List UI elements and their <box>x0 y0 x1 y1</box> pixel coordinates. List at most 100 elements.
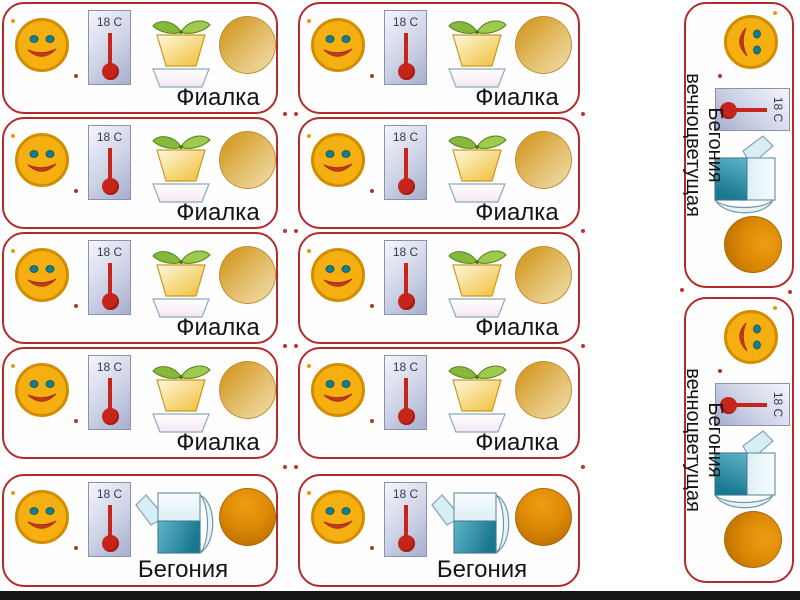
plant-name-label: Фиалка <box>176 429 260 456</box>
smiley-face-icon <box>307 246 374 308</box>
thermometer-icon: 18 C <box>384 240 427 315</box>
plant-name-label: Фиалка <box>176 199 260 226</box>
stray-speck <box>773 11 777 15</box>
thermometer-icon: 18 C <box>715 383 790 426</box>
flower-color-circle-icon <box>219 361 276 419</box>
stray-speck <box>370 546 374 550</box>
thermometer-tube <box>108 148 112 184</box>
decor-dot <box>788 290 792 294</box>
smiley-face-icon <box>11 488 78 550</box>
thermometer-tube <box>108 33 112 69</box>
thermometer-icon: 18 C <box>88 355 131 430</box>
decor-dot <box>294 465 298 469</box>
stray-speck <box>74 546 78 550</box>
temperature-label: 18 C <box>96 130 123 144</box>
temperature-label: 18 C <box>771 391 785 418</box>
thermometer-tube <box>108 263 112 299</box>
plant-name-label: Бегония <box>704 402 726 478</box>
plant-care-card-violet[interactable]: 18 C Фиалка <box>298 2 580 114</box>
flower-color-circle-icon <box>219 246 276 304</box>
thermometer-bulb <box>102 535 119 552</box>
plant-care-card-begonia-vertical[interactable]: 18 C Бегония вечноцветущая <box>682 297 794 583</box>
plant-care-card-violet[interactable]: 18 C Фиалка <box>2 347 278 459</box>
flower-color-circle-icon <box>515 488 572 546</box>
stray-speck <box>11 134 15 138</box>
flower-pot-icon <box>144 16 218 95</box>
temperature-label: 18 C <box>392 487 419 501</box>
thermometer-bulb <box>102 293 119 310</box>
plant-care-card-violet[interactable]: 18 C Фиалка <box>2 117 278 229</box>
thermometer-bulb <box>398 293 415 310</box>
flower-color-circle-icon <box>515 16 572 74</box>
stray-speck <box>11 364 15 368</box>
flower-pot-icon <box>440 361 514 440</box>
temperature-label: 18 C <box>96 15 123 29</box>
flower-color-circle-icon <box>724 511 782 568</box>
thermometer-icon: 18 C <box>88 10 131 85</box>
thermometer-icon: 18 C <box>384 482 427 557</box>
stray-speck <box>370 189 374 193</box>
plant-care-card-violet[interactable]: 18 C Фиалка <box>2 2 278 114</box>
smiley-face-icon <box>718 306 780 373</box>
plant-care-card-violet[interactable]: 18 C Фиалка <box>298 117 580 229</box>
plant-name-label-line2: вечноцветущая <box>682 368 704 512</box>
smiley-face-icon <box>11 16 78 78</box>
stray-speck <box>307 19 311 23</box>
thermometer-tube <box>404 263 408 299</box>
plant-name-label: Фиалка <box>176 314 260 341</box>
flower-pot-icon <box>144 131 218 210</box>
flower-pot-icon <box>144 361 218 440</box>
thermometer-icon: 18 C <box>88 240 131 315</box>
stray-speck <box>370 74 374 78</box>
plant-name-label-line2: вечноцветущая <box>682 73 704 217</box>
decor-dot <box>294 344 298 348</box>
smiley-face-icon <box>11 131 78 193</box>
thermometer-tube <box>404 505 408 541</box>
stray-speck <box>307 491 311 495</box>
stray-speck <box>11 249 15 253</box>
decor-dot <box>283 112 287 116</box>
stray-speck <box>74 419 78 423</box>
temperature-label: 18 C <box>96 360 123 374</box>
plant-care-card-begonia-vertical[interactable]: 18 C Бегония вечноцветущая <box>682 2 794 288</box>
temperature-label: 18 C <box>392 360 419 374</box>
plant-care-card-begonia[interactable]: 18 C Бегония <box>298 474 580 587</box>
smiley-face-icon <box>718 11 780 78</box>
stray-speck <box>307 134 311 138</box>
plant-name-label: Фиалка <box>475 199 559 226</box>
plant-care-card-violet[interactable]: 18 C Фиалка <box>2 232 278 344</box>
thermometer-tube <box>404 33 408 69</box>
thermometer-bulb <box>398 178 415 195</box>
thermometer-icon: 18 C <box>88 482 131 557</box>
thermometer-icon: 18 C <box>88 125 131 200</box>
thermometer-tube <box>404 378 408 414</box>
stray-speck <box>307 249 311 253</box>
decor-dot <box>294 229 298 233</box>
flower-color-circle-icon <box>724 216 782 273</box>
smiley-face-icon <box>307 361 374 423</box>
stray-speck <box>74 189 78 193</box>
stray-speck <box>74 74 78 78</box>
temperature-label: 18 C <box>392 245 419 259</box>
stray-speck <box>11 491 15 495</box>
stray-speck <box>370 419 374 423</box>
stray-speck <box>74 304 78 308</box>
temperature-label: 18 C <box>771 96 785 123</box>
flower-pot-icon <box>144 246 218 325</box>
stray-speck <box>370 304 374 308</box>
thermometer-bulb <box>398 63 415 80</box>
plant-name-label: Фиалка <box>176 84 260 111</box>
flower-color-circle-icon <box>515 246 572 304</box>
flower-color-circle-icon <box>515 361 572 419</box>
plant-care-card-violet[interactable]: 18 C Фиалка <box>298 347 580 459</box>
decor-dot <box>294 112 298 116</box>
plant-name-label: Бегония <box>436 556 528 583</box>
thermometer-tube <box>404 148 408 184</box>
stray-speck <box>307 364 311 368</box>
thermometer-bulb <box>398 408 415 425</box>
thermometer-bulb <box>102 178 119 195</box>
thermometer-tube <box>108 505 112 541</box>
smiley-face-icon <box>307 16 374 78</box>
plant-care-card-violet[interactable]: 18 C Фиалка <box>298 232 580 344</box>
plant-care-card-begonia[interactable]: 18 C Бегония <box>2 474 278 587</box>
